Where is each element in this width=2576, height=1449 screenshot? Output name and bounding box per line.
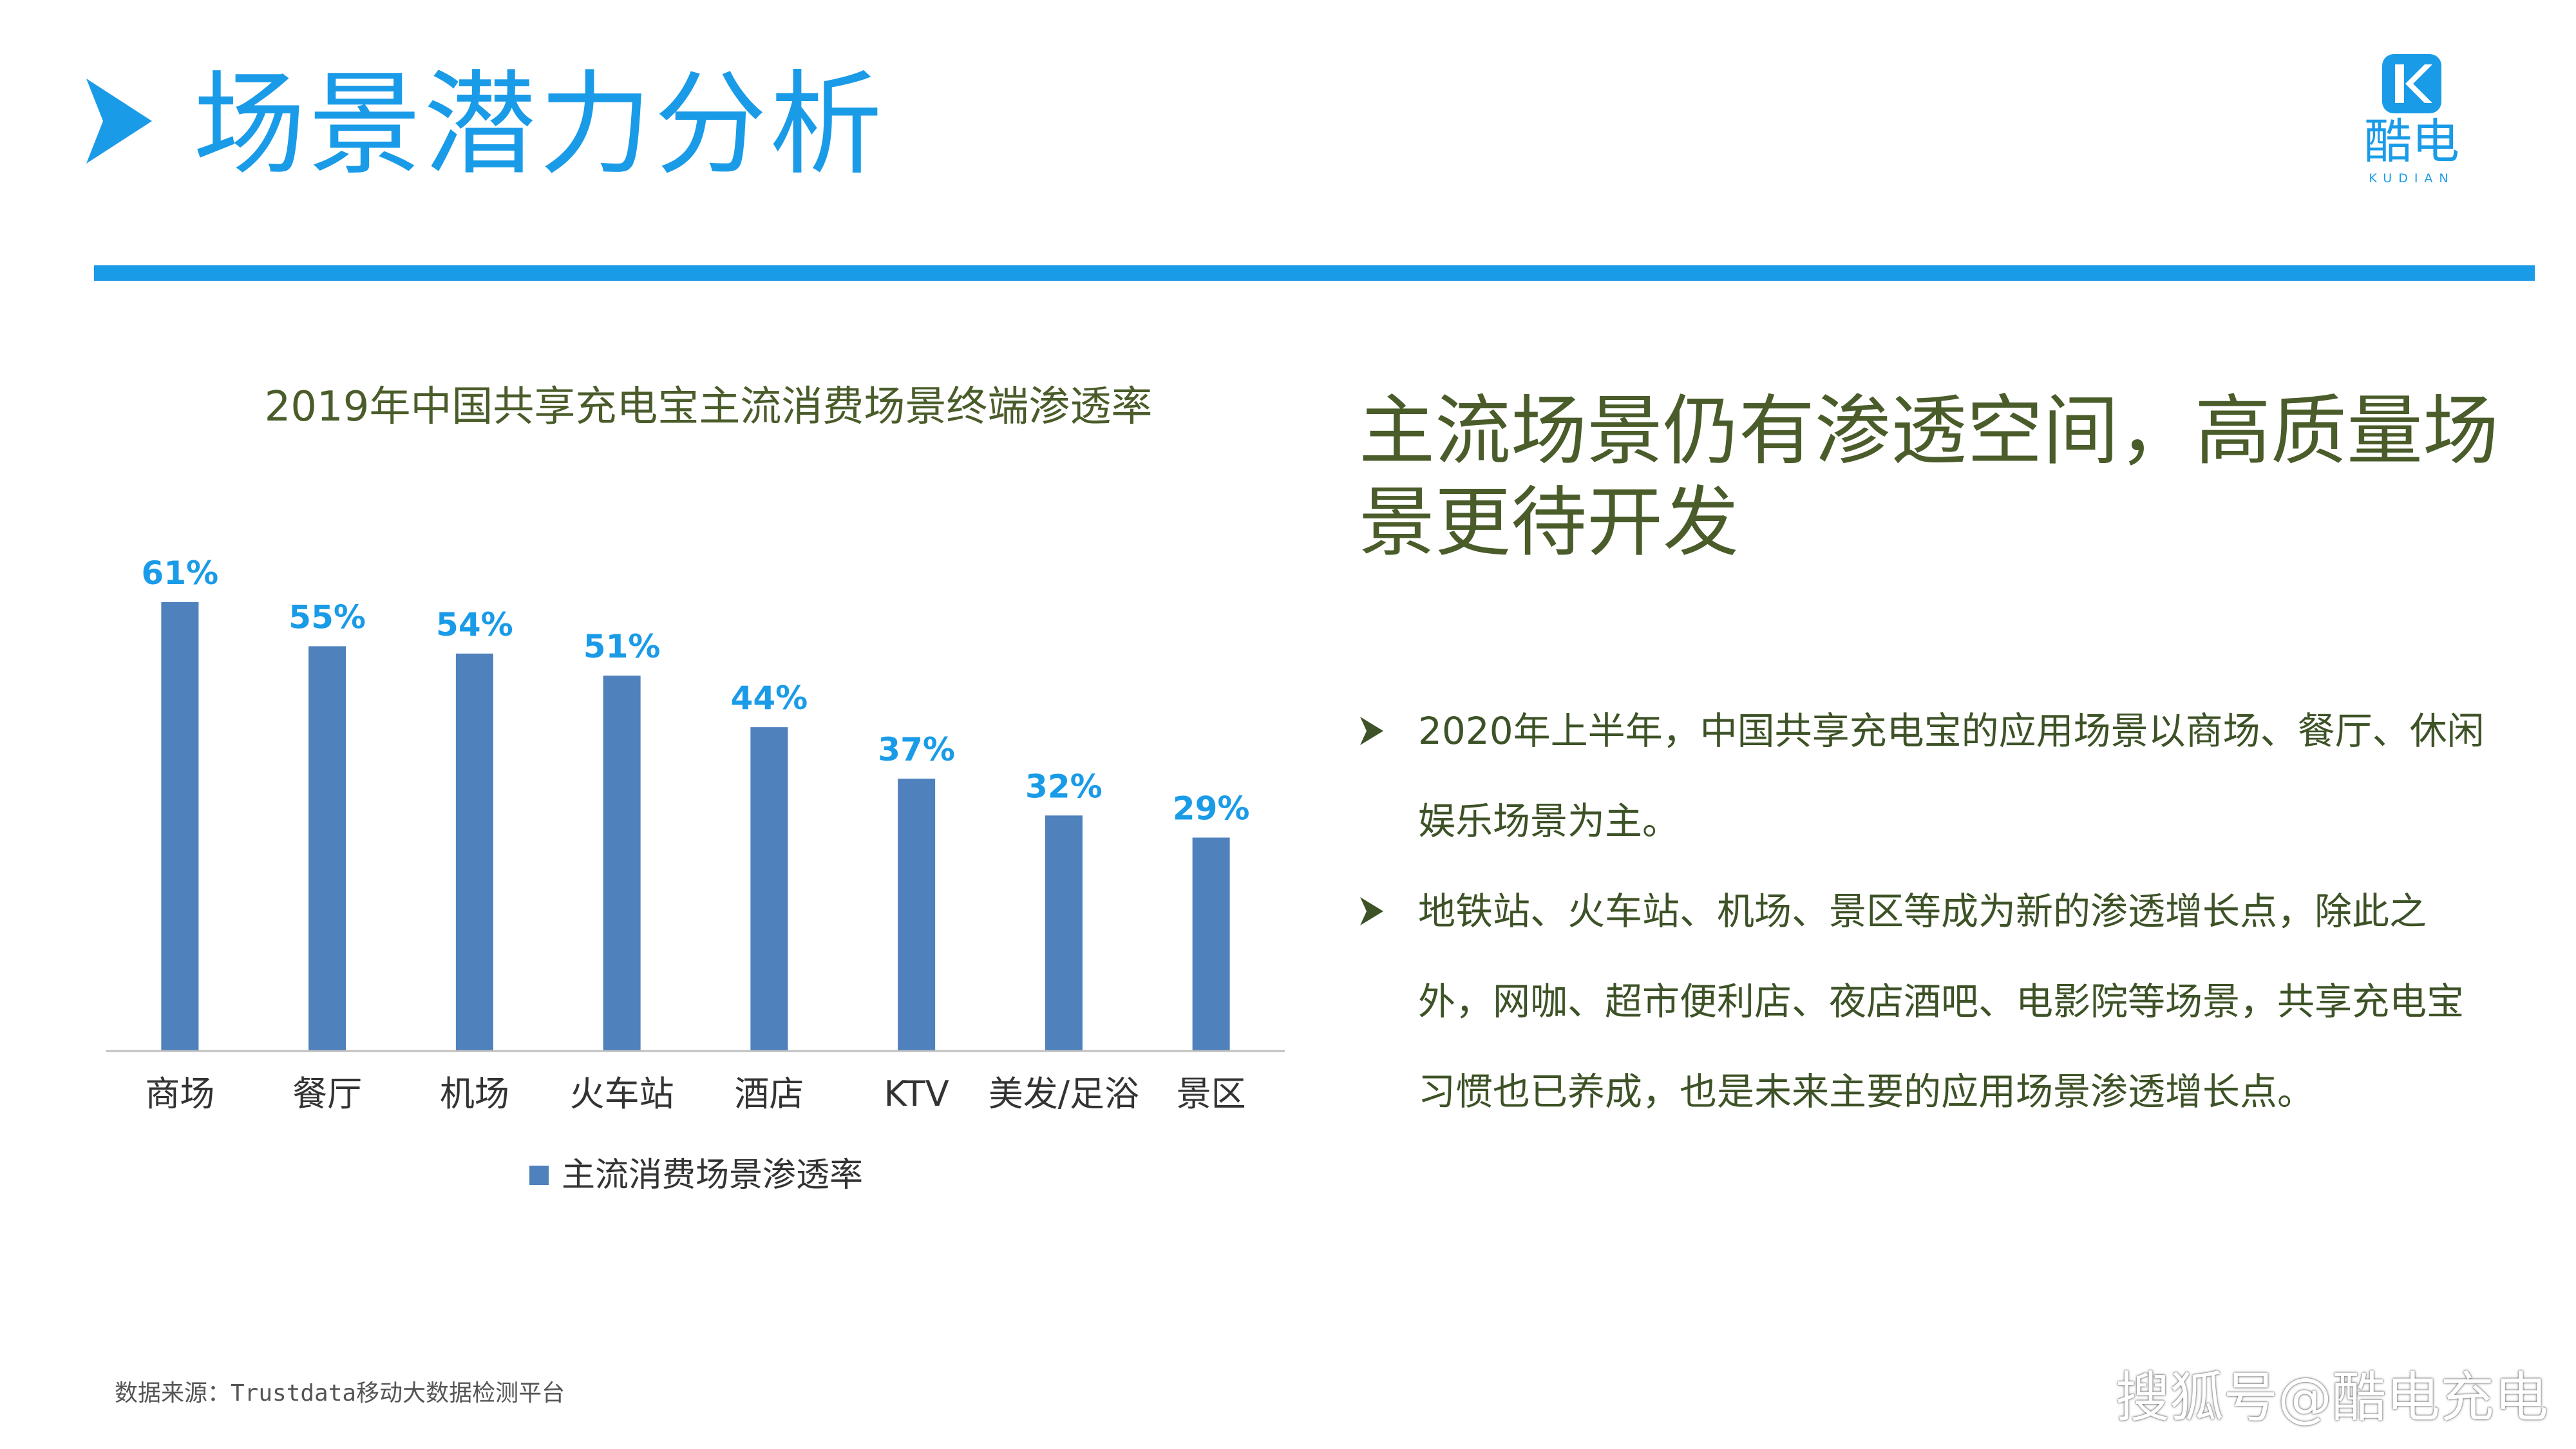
bar-7 (1045, 815, 1083, 1051)
header-divider (94, 265, 2535, 281)
data-label-4: 51% (583, 628, 661, 665)
data-label-7: 32% (1025, 768, 1103, 805)
bar-2 (308, 646, 346, 1051)
bar-3 (455, 653, 493, 1051)
bullet-item: 地铁站、火车站、机场、景区等成为新的渗透增长点，除此之外，网咖、超市便利店、夜店… (1359, 866, 2492, 1137)
category-label-1: 商场 (145, 1074, 214, 1114)
bullet-item: 2020年上半年，中国共享充电宝的应用场景以商场、餐厅、休闲娱乐场景为主。 (1359, 686, 2492, 866)
logo-name-cn: 酷电 (2364, 114, 2459, 169)
category-label-8: 景区 (1177, 1074, 1246, 1114)
data-label-8: 29% (1173, 790, 1250, 828)
chart-title: 2019年中国共享充电宝主流消费场景终端渗透率 (264, 383, 1153, 431)
category-label-2: 餐厅 (292, 1074, 362, 1114)
data-label-1: 61% (142, 554, 219, 592)
bullet-text: 2020年上半年，中国共享充电宝的应用场景以商场、餐厅、休闲娱乐场景为主。 (1418, 709, 2485, 843)
category-label-3: 机场 (440, 1074, 509, 1114)
legend-swatch (529, 1166, 549, 1185)
chart-legend: 主流消费场景渗透率 (529, 1156, 863, 1195)
bars-layer (161, 601, 1230, 1051)
bar-5 (750, 727, 788, 1051)
category-label-4: 火车站 (570, 1074, 674, 1114)
data-label-6: 37% (878, 731, 955, 768)
category-label-5: 酒店 (734, 1074, 804, 1114)
logo-name-en: KUDIAN (2369, 171, 2455, 185)
bar-1 (161, 601, 199, 1051)
labels-layer: 61% 商场 55% 餐厅 54% 机场 51% 火车站 44% 酒店 37% KTV 32% 美发/足浴… (142, 554, 1250, 1114)
category-label-7: 美发/足浴 (989, 1074, 1139, 1114)
bar-chart: 61% 商场 55% 餐厅 54% 机场 51% 火车站 44% 酒店 37% KTV 32% 美发/足浴… (106, 554, 1285, 1195)
data-label-2: 55% (289, 598, 366, 636)
title-arrow-icon (86, 79, 152, 164)
brand-logo: 酷电 KUDIAN (2357, 52, 2467, 193)
bullet-text: 地铁站、火车站、机场、景区等成为新的渗透增长点，除此之外，网咖、超市便利店、夜店… (1418, 889, 2465, 1113)
bar-6 (898, 779, 936, 1051)
arrowhead-bullet-icon (1360, 897, 1383, 925)
category-label-6: KTV (884, 1074, 949, 1114)
bar-8 (1192, 837, 1230, 1051)
data-label-3: 54% (436, 606, 513, 643)
data-source-note: 数据来源：Trustdata移动大数据检测平台 (115, 1380, 565, 1406)
k-logo-icon (2382, 54, 2441, 113)
data-label-5: 44% (731, 679, 808, 717)
watermark-text: 搜狐号@酷电充电 (2116, 1366, 2549, 1429)
legend-label: 主流消费场景渗透率 (562, 1156, 863, 1195)
bullet-list: 2020年上半年，中国共享充电宝的应用场景以商场、餐厅、休闲娱乐场景为主。 地铁… (1359, 686, 2492, 1137)
arrowhead-bullet-icon (1360, 717, 1383, 745)
bar-4 (603, 676, 641, 1051)
page-title: 场景潜力分析 (193, 60, 885, 191)
panel-headline: 主流场景仍有渗透空间，高质量场景更待开发 (1359, 386, 2499, 567)
